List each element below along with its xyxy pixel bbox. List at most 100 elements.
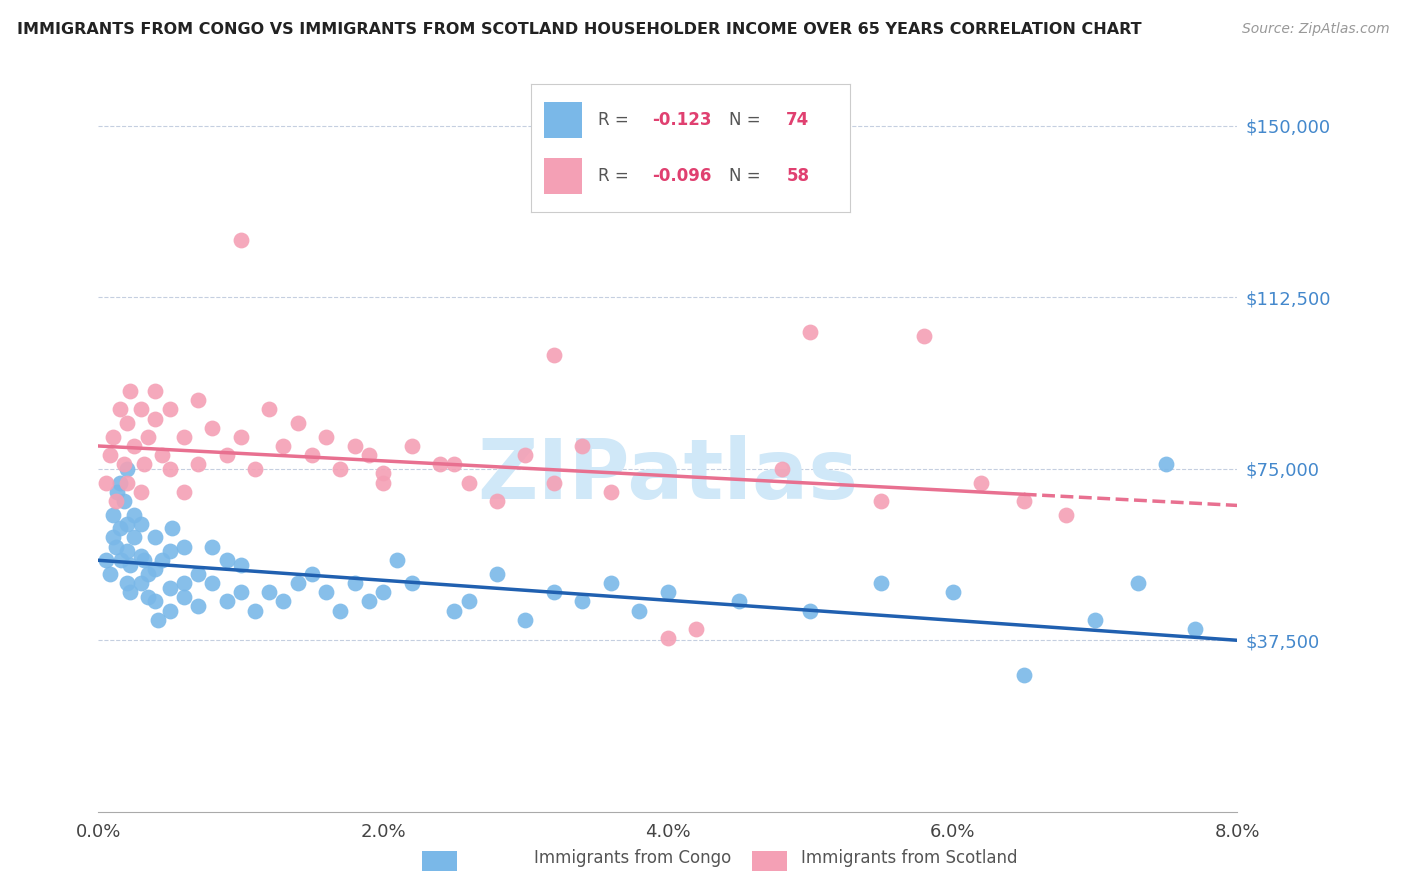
Point bbox=[215, 553, 238, 567]
Point bbox=[152, 448, 174, 462]
Point bbox=[122, 508, 145, 522]
Point bbox=[105, 484, 128, 499]
Point bbox=[942, 585, 965, 599]
Point bbox=[136, 590, 159, 604]
Point bbox=[1012, 493, 1035, 508]
Point bbox=[104, 540, 127, 554]
Point bbox=[118, 384, 141, 398]
Point bbox=[201, 420, 224, 434]
Point bbox=[122, 439, 145, 453]
Point bbox=[129, 576, 152, 591]
Point bbox=[770, 462, 793, 476]
Point bbox=[132, 553, 155, 567]
Point bbox=[159, 603, 181, 617]
Point bbox=[357, 594, 380, 608]
Point bbox=[145, 411, 167, 425]
Point bbox=[571, 439, 593, 453]
Point bbox=[287, 416, 309, 430]
Point bbox=[115, 516, 138, 531]
Point bbox=[628, 603, 651, 617]
Point bbox=[108, 521, 131, 535]
Point bbox=[515, 448, 537, 462]
Point bbox=[104, 493, 127, 508]
Point bbox=[98, 448, 121, 462]
Point bbox=[799, 325, 821, 339]
Point bbox=[173, 430, 195, 444]
Point bbox=[162, 521, 184, 535]
Point bbox=[243, 462, 266, 476]
Point bbox=[387, 553, 409, 567]
Point bbox=[657, 631, 679, 645]
Point bbox=[870, 493, 893, 508]
Point bbox=[728, 174, 751, 188]
Point bbox=[145, 594, 167, 608]
Point bbox=[136, 567, 159, 582]
Point bbox=[600, 576, 623, 591]
Point bbox=[118, 585, 141, 599]
Point bbox=[273, 439, 295, 453]
Point bbox=[159, 402, 181, 417]
Point bbox=[870, 576, 893, 591]
Point bbox=[329, 603, 352, 617]
Point bbox=[159, 581, 181, 595]
Point bbox=[173, 540, 195, 554]
Point bbox=[112, 493, 135, 508]
Point bbox=[1012, 667, 1035, 681]
Point bbox=[101, 530, 124, 544]
Point bbox=[115, 576, 138, 591]
Point bbox=[443, 457, 465, 471]
Point bbox=[728, 594, 751, 608]
Point bbox=[657, 585, 679, 599]
Point bbox=[401, 576, 423, 591]
Point bbox=[115, 416, 138, 430]
Point bbox=[108, 402, 131, 417]
Point bbox=[115, 462, 138, 476]
Point bbox=[301, 567, 323, 582]
Point bbox=[315, 430, 337, 444]
Point bbox=[1126, 576, 1149, 591]
Point bbox=[201, 540, 224, 554]
Point bbox=[101, 508, 124, 522]
Point bbox=[343, 439, 366, 453]
Point bbox=[129, 402, 152, 417]
Point bbox=[429, 457, 451, 471]
Point bbox=[110, 553, 132, 567]
Point bbox=[145, 384, 167, 398]
Point bbox=[173, 576, 195, 591]
Point bbox=[215, 594, 238, 608]
Point bbox=[94, 475, 117, 490]
Point bbox=[259, 402, 281, 417]
Text: Immigrants from Congo: Immigrants from Congo bbox=[534, 849, 731, 867]
Point bbox=[115, 475, 138, 490]
Point bbox=[912, 329, 935, 343]
Point bbox=[129, 484, 152, 499]
Point bbox=[486, 493, 509, 508]
Point bbox=[357, 448, 380, 462]
Point bbox=[115, 544, 138, 558]
Point bbox=[401, 439, 423, 453]
Point bbox=[98, 567, 121, 582]
Point bbox=[187, 393, 209, 408]
Point bbox=[371, 585, 394, 599]
Point bbox=[970, 475, 993, 490]
Point bbox=[145, 530, 167, 544]
Point bbox=[301, 448, 323, 462]
Point bbox=[329, 462, 352, 476]
Point bbox=[132, 457, 155, 471]
Point bbox=[159, 462, 181, 476]
Point bbox=[122, 530, 145, 544]
Point bbox=[148, 613, 170, 627]
Text: Immigrants from Scotland: Immigrants from Scotland bbox=[801, 849, 1018, 867]
Point bbox=[457, 475, 479, 490]
Point bbox=[343, 576, 366, 591]
Point bbox=[1084, 613, 1107, 627]
Point bbox=[1056, 508, 1078, 522]
Point bbox=[543, 347, 565, 362]
Point bbox=[112, 457, 135, 471]
Point bbox=[215, 448, 238, 462]
Point bbox=[371, 475, 394, 490]
Text: Source: ZipAtlas.com: Source: ZipAtlas.com bbox=[1241, 22, 1389, 37]
Point bbox=[229, 558, 252, 572]
Text: ZIPatlas: ZIPatlas bbox=[478, 434, 858, 516]
Point bbox=[1154, 457, 1177, 471]
